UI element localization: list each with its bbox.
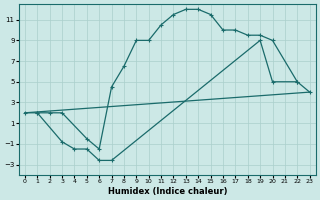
X-axis label: Humidex (Indice chaleur): Humidex (Indice chaleur) (108, 187, 227, 196)
